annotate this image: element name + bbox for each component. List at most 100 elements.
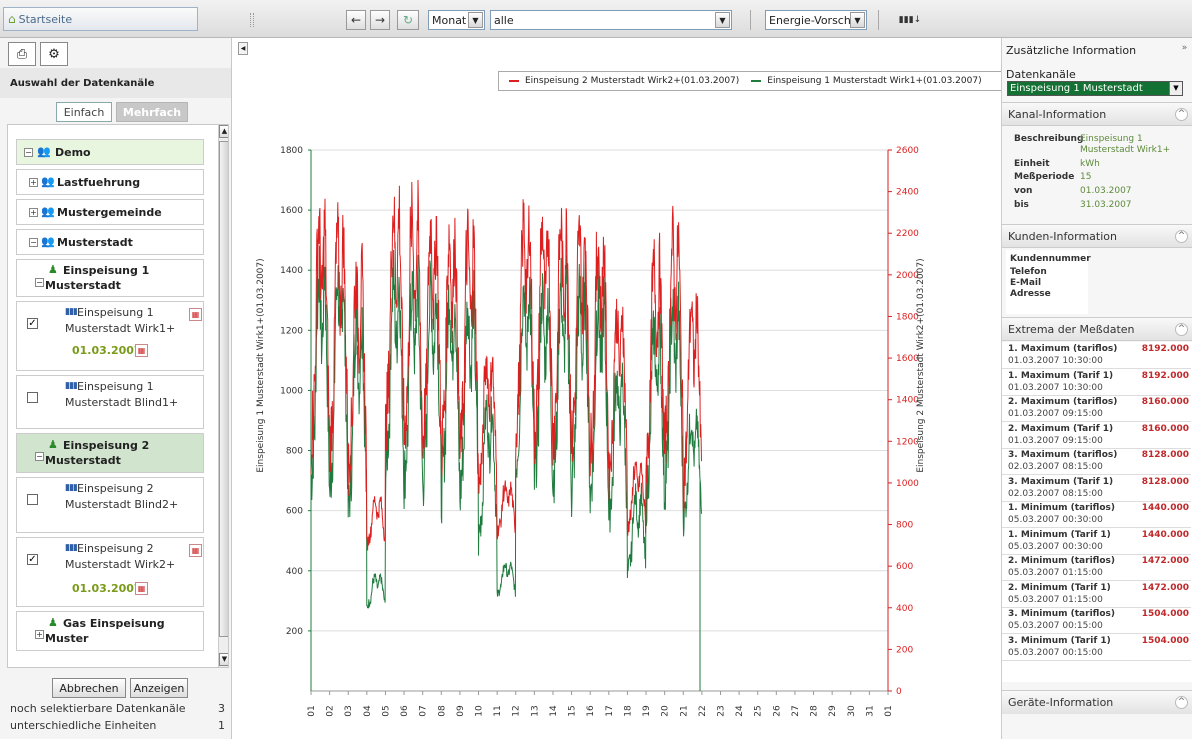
scroll-up-icon[interactable]: ▲ <box>219 125 228 138</box>
period-select[interactable]: Monat ▼ <box>428 10 485 30</box>
chevron-down-icon: ▼ <box>850 12 865 28</box>
y-tick-label-left: 600 <box>286 507 303 517</box>
collapse-toggle[interactable]: − <box>29 238 38 247</box>
right-panel: Zusätzliche Information » Datenkanäle Ei… <box>1001 38 1192 739</box>
collapse-toggle[interactable]: − <box>35 452 44 461</box>
back-arrow-icon: ← <box>350 13 362 27</box>
channel-item[interactable]: ✓ ▮▮▮ Einspeisung 1 Musterstadt Wirk1+ ▦… <box>16 301 204 371</box>
forward-button[interactable]: → <box>370 10 390 30</box>
kunden-box <box>1006 250 1088 314</box>
tree-node-gas[interactable]: + ♟ Gas Einspeisung Muster <box>16 611 204 651</box>
x-tick-label: 19 <box>642 705 652 717</box>
kunden-info-header[interactable]: Kunden-Information ^ <box>1002 224 1192 248</box>
tree-node-einspeisung2[interactable]: − ♟ Einspeisung 2 Musterstadt <box>16 433 204 473</box>
print-button[interactable]: ⎙ <box>8 42 36 66</box>
x-tick-label: 20 <box>661 705 671 717</box>
tree-node-mustergemeinde[interactable]: + 👥 Mustergemeinde <box>16 199 204 225</box>
legend-entry: Einspeisung 1 Musterstadt Wirk1+(01.03.2… <box>767 76 982 86</box>
line-chart: 200 400 600 800 1000 1200 1400 1600 1800 0 200 400 6… <box>256 146 926 717</box>
double-chevron-icon[interactable]: » <box>1181 43 1188 53</box>
chevron-up-icon[interactable]: ^ <box>1175 108 1188 121</box>
calendar-icon[interactable]: ▦ <box>189 544 202 557</box>
chart-export-button[interactable]: ▮▮▮↓ <box>893 10 927 30</box>
tree-node-einspeisung1[interactable]: − ♟ Einspeisung 1 Musterstadt <box>16 259 204 297</box>
chevron-up-icon[interactable]: ^ <box>1175 230 1188 243</box>
channel-checkbox[interactable]: ✓ <box>27 554 38 565</box>
channel-item[interactable]: ▮▮▮ Einspeisung 2 Musterstadt Blind2+ <box>16 477 204 533</box>
extrema-label: 1. Minimum (Tarif 1) <box>1008 529 1111 540</box>
channel-label: Einspeisung 1 <box>77 380 154 393</box>
y-tick-label-left: 400 <box>286 567 303 577</box>
channel-item[interactable]: ✓ ▮▮▮ Einspeisung 2 Musterstadt Wirk2+ ▦… <box>16 537 204 607</box>
channel-checkbox[interactable] <box>27 494 38 505</box>
section-title: Kunden-Information <box>1008 230 1117 243</box>
y-tick-label-right: 200 <box>896 645 913 655</box>
extrema-date: 02.03.2007 08:15:00 <box>1008 488 1103 499</box>
collapse-toggle[interactable]: − <box>24 148 33 157</box>
channels-select[interactable]: Einspeisung 1 Musterstadt Wirk1+ ▼ <box>1007 81 1183 96</box>
x-tick-label: 04 <box>363 705 373 717</box>
extrema-value: 8128.000 <box>1141 450 1189 460</box>
refresh-button[interactable]: ↻ <box>397 10 419 30</box>
channel-item[interactable]: ▮▮▮ Einspeisung 1 Musterstadt Blind1+ <box>16 375 204 429</box>
bar-chart-icon: ▮▮▮↓ <box>898 15 922 25</box>
extrema-value: 8192.000 <box>1141 370 1189 381</box>
tree-node-demo[interactable]: − 👥 Demo <box>16 139 204 165</box>
cancel-button[interactable]: Abbrechen <box>52 678 126 698</box>
home-icon: ⌂ <box>8 12 16 26</box>
y-axis-label-right: Einspeisung 2 Musterstadt Wirk2+(01.03.2… <box>916 258 926 472</box>
filter-select[interactable]: alle ▼ <box>490 10 732 30</box>
section-title: Kanal-Information <box>1008 108 1107 121</box>
kv-key: bis <box>1014 200 1029 210</box>
extrema-value: 8192.000 <box>1141 344 1189 354</box>
legend-swatch-red <box>509 80 519 82</box>
show-button[interactable]: Anzeigen <box>130 678 188 698</box>
extrema-date: 01.03.2007 09:15:00 <box>1008 435 1103 446</box>
chevron-up-icon[interactable]: ^ <box>1175 696 1188 709</box>
toolbar: ⌂ Startseite ← → ↻ Monat ▼ alle ▼ Energi… <box>0 0 1192 38</box>
chevron-up-icon[interactable]: ^ <box>1175 323 1188 336</box>
channel-checkbox[interactable] <box>27 392 38 403</box>
bar-chart-icon: ▮▮▮ <box>65 483 78 493</box>
y-tick-label-right: 400 <box>896 604 913 614</box>
magnifier-gear-icon: ⚙ <box>48 46 60 62</box>
collapse-toggle[interactable]: − <box>35 278 44 287</box>
x-tick-label: 08 <box>437 705 447 717</box>
search-settings-button[interactable]: ⚙ <box>40 42 68 66</box>
calendar-icon[interactable]: ▦ <box>189 308 202 321</box>
tree-label: Gas Einspeisung <box>63 617 165 630</box>
scroll-down-icon[interactable]: ▼ <box>219 653 228 666</box>
expand-toggle[interactable]: + <box>29 178 38 187</box>
back-button[interactable]: ← <box>346 10 366 30</box>
expand-toggle[interactable]: + <box>35 630 44 639</box>
y-tick-label-right: 1600 <box>896 354 919 364</box>
tree-node-musterstadt[interactable]: − 👥 Musterstadt <box>16 229 204 255</box>
tab-simple[interactable]: Einfach <box>56 102 112 122</box>
geraete-info-header[interactable]: Geräte-Information ^ <box>1002 690 1192 714</box>
group-people-icon: 👥 <box>41 175 55 188</box>
tree-node-lastfuehrung[interactable]: + 👥 Lastfuehrung <box>16 169 204 195</box>
kv-value: 01.03.2007 <box>1080 186 1132 196</box>
mode-select[interactable]: Energie-Vorschub ▼ <box>765 10 867 30</box>
kanal-info-header[interactable]: Kanal-Information ^ <box>1002 102 1192 126</box>
extrema-header[interactable]: Extrema der Meßdaten ^ <box>1002 317 1192 341</box>
scroll-thumb[interactable] <box>219 141 228 637</box>
calendar-icon[interactable]: ▦ <box>135 582 148 595</box>
channel-label: Musterstadt Blind2+ <box>65 498 179 511</box>
y-tick-label-left: 1800 <box>280 146 303 156</box>
kv-key: Beschreibung <box>1014 134 1084 144</box>
home-button[interactable]: ⌂ Startseite <box>3 7 198 31</box>
calendar-icon[interactable]: ▦ <box>135 344 148 357</box>
extrema-value: 1440.000 <box>1141 503 1189 513</box>
bar-chart-icon: ▮▮▮ <box>65 543 78 553</box>
person-icon: ♟ <box>48 438 58 451</box>
collapse-panel-icon[interactable]: ◀ <box>238 42 248 55</box>
x-tick-label: 06 <box>400 705 410 717</box>
expand-toggle[interactable]: + <box>29 208 38 217</box>
extrema-row: 1. Minimum (tariflos) 05.03.2007 00:30:00… <box>1002 501 1191 528</box>
tab-multi[interactable]: Mehrfach <box>116 102 188 122</box>
x-tick-label: 09 <box>456 705 466 717</box>
tree-label: Einspeisung 2 <box>63 439 150 452</box>
channel-checkbox[interactable]: ✓ <box>27 318 38 329</box>
tree-scrollbar[interactable]: ▲ ▼ <box>218 125 228 667</box>
